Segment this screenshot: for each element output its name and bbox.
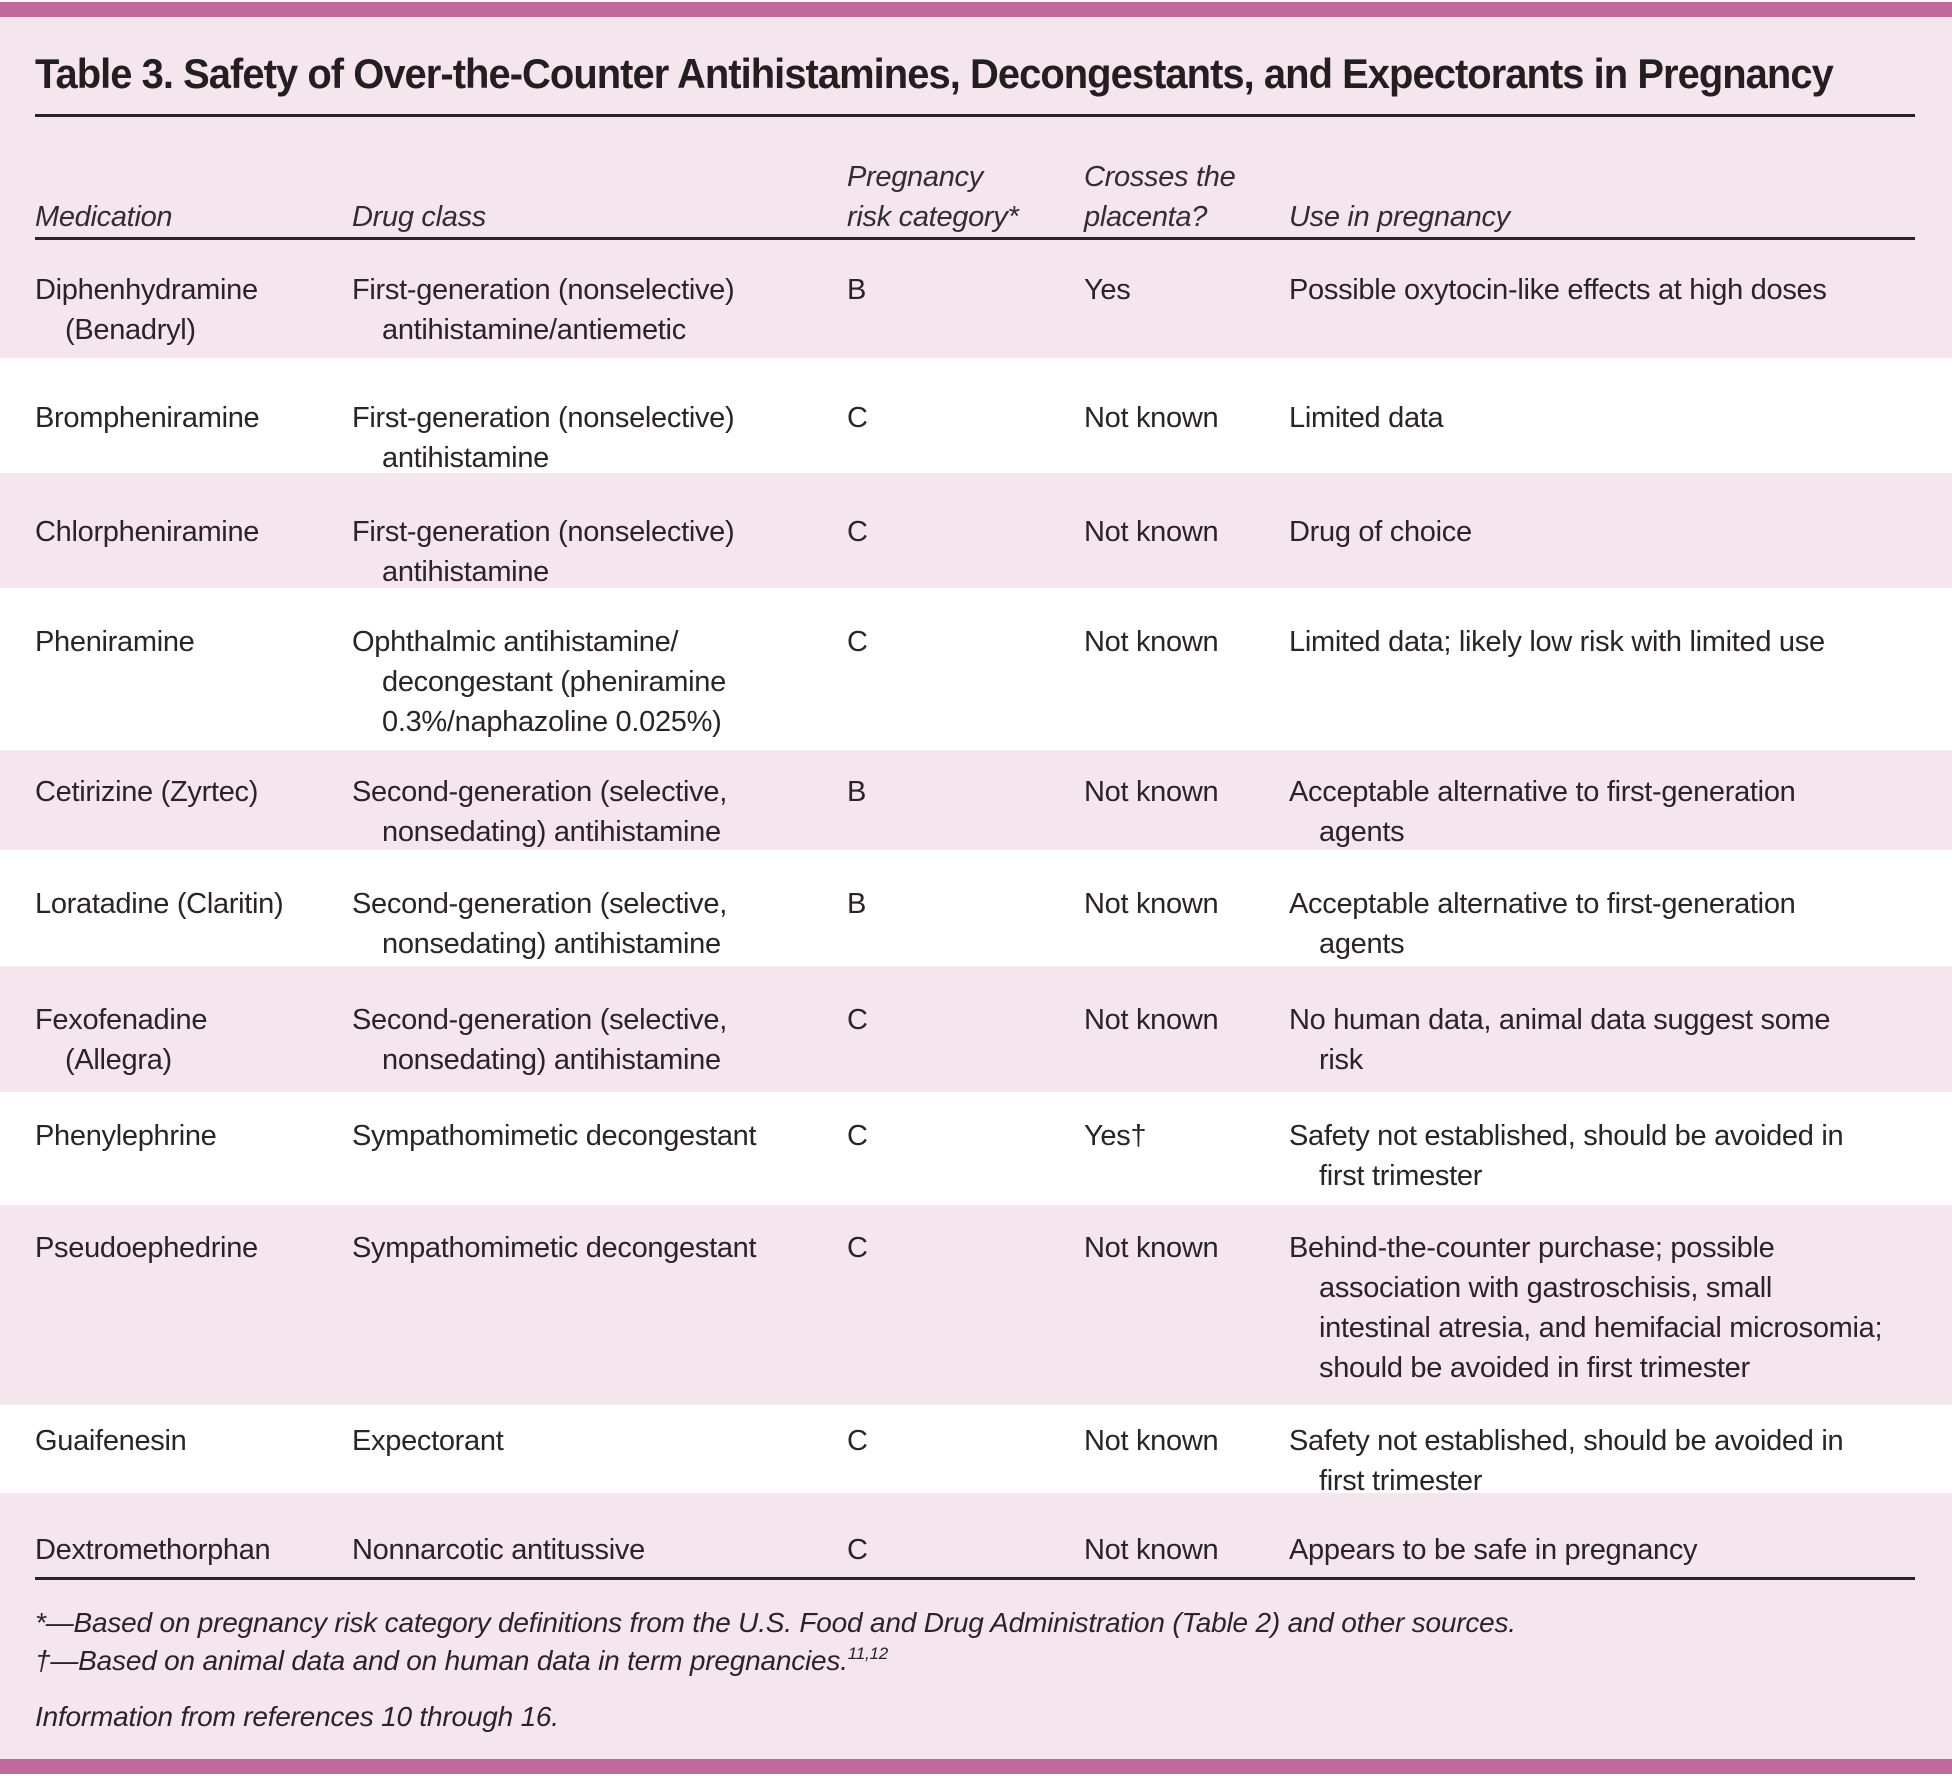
table-row-brompheniramine: Brompheniramine First-generation (nonsel… [0, 358, 1952, 474]
cell-medication: Loratadine (Claritin) [35, 888, 284, 920]
cell-crosses-placenta: Not known [1084, 776, 1219, 808]
cell-crosses-placenta: Not known [1084, 626, 1219, 658]
cell-risk-category: C [847, 1425, 868, 1457]
table-row-pseudoephedrine: Pseudoephedrine Sympathomimetic deconges… [0, 1205, 1952, 1405]
cell-drug-class: Expectorant [352, 1425, 504, 1457]
cell-drug-class: Second-generation (selective, nonsedatin… [352, 888, 727, 960]
table-row-pheniramine: Pheniramine Ophthalmic antihistamine/ de… [0, 588, 1952, 750]
table-row-chlorpheniramine: Chlorpheniramine First-generation (nonse… [0, 473, 1952, 588]
column-header-crosses-placenta: Crosses the placenta? [1084, 161, 1236, 233]
cell-medication: Chlorpheniramine [35, 516, 260, 548]
cell-use-in-pregnancy: Appears to be safe in pregnancy [1289, 1534, 1698, 1566]
footnote-asterisk-text: *—Based on pregnancy risk category defin… [35, 1607, 1516, 1638]
cell-use-in-pregnancy: Safety not established, should be avoide… [1289, 1425, 1844, 1497]
top-accent-bar [0, 2, 1952, 17]
cell-risk-category: B [847, 888, 867, 920]
cell-crosses-placenta: Not known [1084, 402, 1219, 434]
cell-medication: Fexofenadine (Allegra) [35, 1004, 208, 1076]
cell-drug-class: First-generation (nonselective) antihist… [352, 516, 735, 588]
table-row-diphenhydramine: Diphenhydramine (Benadryl) First-generat… [0, 240, 1952, 358]
cell-crosses-placenta: Yes† [1084, 1120, 1147, 1152]
cell-risk-category: C [847, 1534, 868, 1566]
cell-drug-class: Sympathomimetic decongestant [352, 1120, 757, 1152]
source-note: Information from references 10 through 1… [35, 1698, 559, 1736]
cell-use-in-pregnancy: Possible oxytocin-like effects at high d… [1289, 274, 1827, 306]
cell-risk-category: C [847, 1004, 868, 1036]
cell-crosses-placenta: Not known [1084, 1534, 1219, 1566]
cell-crosses-placenta: Not known [1084, 888, 1219, 920]
cell-medication: Pheniramine [35, 626, 195, 658]
cell-crosses-placenta: Yes [1084, 274, 1131, 306]
cell-medication: Dextromethorphan [35, 1534, 271, 1566]
cell-risk-category: C [847, 1232, 868, 1264]
column-header-medication: Medication [35, 201, 173, 233]
cell-drug-class: Sympathomimetic decongestant [352, 1232, 757, 1264]
table-row-loratadine: Loratadine (Claritin) Second-generation … [0, 850, 1952, 966]
cell-medication: Guaifenesin [35, 1425, 187, 1457]
cell-medication: Phenylephrine [35, 1120, 217, 1152]
header-rule [35, 237, 1915, 240]
table-row-phenylephrine: Phenylephrine Sympathomimetic decongesta… [0, 1092, 1952, 1205]
cell-risk-category: C [847, 1120, 868, 1152]
cell-risk-category: C [847, 402, 868, 434]
cell-medication: Pseudoephedrine [35, 1232, 258, 1264]
cell-use-in-pregnancy: Limited data; likely low risk with limit… [1289, 626, 1825, 658]
cell-use-in-pregnancy: Acceptable alternative to first-generati… [1289, 776, 1796, 848]
cell-use-in-pregnancy: Limited data [1289, 402, 1444, 434]
column-header-drug-class: Drug class [352, 201, 486, 233]
cell-drug-class: First-generation (nonselective) antihist… [352, 274, 735, 346]
footnote-asterisk: *—Based on pregnancy risk category defin… [35, 1604, 1516, 1642]
column-header-pregnancy-risk-category: Pregnancy risk category* [847, 161, 1019, 233]
cell-medication: Brompheniramine [35, 402, 260, 434]
cell-drug-class: Second-generation (selective, nonsedatin… [352, 776, 727, 848]
cell-crosses-placenta: Not known [1084, 1425, 1219, 1457]
footnote-dagger-text: †—Based on animal data and on human data… [35, 1645, 848, 1676]
bottom-accent-bar [0, 1759, 1952, 1774]
table-bottom-rule [35, 1577, 1915, 1580]
cell-medication: Diphenhydramine (Benadryl) [35, 274, 258, 346]
cell-risk-category: C [847, 516, 868, 548]
table-header-row: Medication Drug class Pregnancy risk cat… [0, 120, 1952, 237]
cell-use-in-pregnancy: Acceptable alternative to first-generati… [1289, 888, 1796, 960]
cell-crosses-placenta: Not known [1084, 1232, 1219, 1264]
cell-crosses-placenta: Not known [1084, 1004, 1219, 1036]
cell-drug-class: Ophthalmic antihistamine/ decongestant (… [352, 626, 726, 738]
cell-medication: Cetirizine (Zyrtec) [35, 776, 259, 808]
cell-use-in-pregnancy: Safety not established, should be avoide… [1289, 1120, 1844, 1192]
cell-use-in-pregnancy: No human data, animal data suggest some … [1289, 1004, 1831, 1076]
title-rule [35, 114, 1915, 117]
cell-risk-category: B [847, 776, 867, 808]
source-note-text: Information from references 10 through 1… [35, 1701, 559, 1732]
cell-drug-class: Nonnarcotic antitussive [352, 1534, 645, 1566]
footnote-dagger: †—Based on animal data and on human data… [35, 1642, 888, 1684]
cell-drug-class: First-generation (nonselective) antihist… [352, 402, 735, 474]
cell-risk-category: C [847, 626, 868, 658]
cell-crosses-placenta: Not known [1084, 516, 1219, 548]
table-row-fexofenadine: Fexofenadine (Allegra) Second-generation… [0, 966, 1952, 1092]
cell-risk-category: B [847, 274, 867, 306]
table-row-guaifenesin: Guaifenesin Expectorant C Not known Safe… [0, 1405, 1952, 1497]
table-row-dextromethorphan: Dextromethorphan Nonnarcotic antitussive… [0, 1493, 1952, 1577]
cell-use-in-pregnancy: Behind-the-counter purchase; possible as… [1289, 1232, 1883, 1384]
cell-use-in-pregnancy: Drug of choice [1289, 516, 1472, 548]
footnote-dagger-references: 11,12 [847, 1644, 889, 1663]
column-header-use-in-pregnancy: Use in pregnancy [1289, 201, 1510, 233]
table-title: Table 3. Safety of Over-the-Counter Anti… [35, 50, 1834, 97]
table-row-cetirizine: Cetirizine (Zyrtec) Second-generation (s… [0, 750, 1952, 850]
cell-drug-class: Second-generation (selective, nonsedatin… [352, 1004, 727, 1076]
